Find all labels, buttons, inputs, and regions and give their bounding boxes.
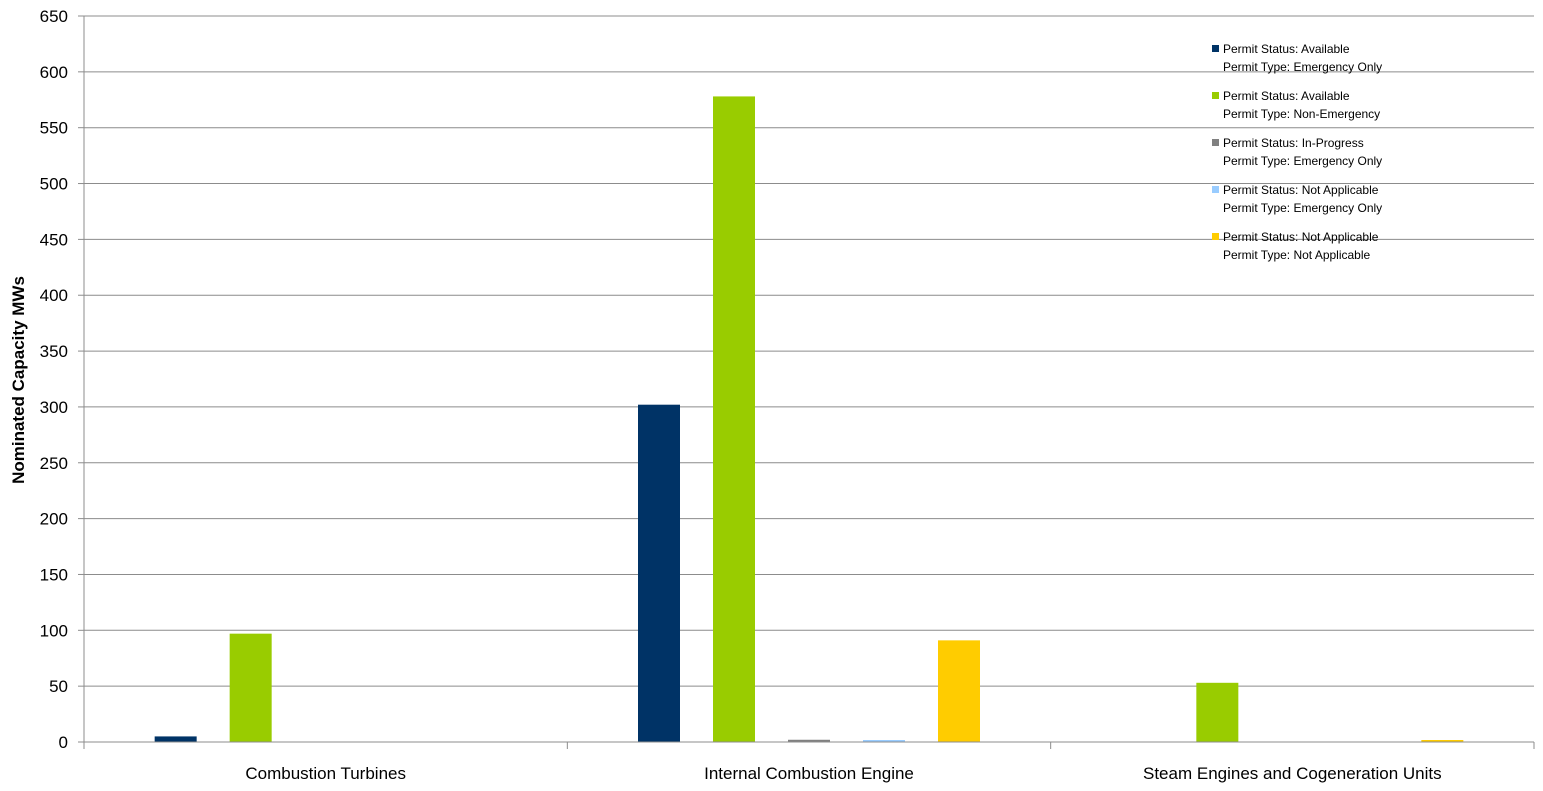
y-tick-label: 300 bbox=[40, 398, 68, 417]
y-tick-label: 200 bbox=[40, 510, 68, 529]
y-tick-label: 650 bbox=[40, 7, 68, 26]
y-tick-label: 150 bbox=[40, 565, 68, 584]
y-tick-label: 350 bbox=[40, 342, 68, 361]
y-tick-labels: 0 50 100 150 200 250 300 350 400 450 500 550 600 650 bbox=[40, 7, 68, 752]
bar bbox=[788, 739, 830, 742]
legend-entry-status: Permit Status: In-Progress bbox=[1223, 136, 1364, 150]
bar bbox=[1196, 682, 1239, 742]
y-tick-label: 250 bbox=[40, 454, 68, 473]
legend-entry-status: Permit Status: Not Applicable bbox=[1223, 183, 1379, 197]
category-label: Combustion Turbines bbox=[245, 764, 406, 783]
bars bbox=[154, 96, 1464, 743]
bar bbox=[713, 96, 755, 743]
axes bbox=[83, 16, 1535, 749]
category-labels: Combustion Turbines Internal Combustion E… bbox=[245, 764, 1441, 783]
y-tick-label: 550 bbox=[40, 119, 68, 138]
legend-entry-status: Permit Status: Available bbox=[1223, 42, 1350, 56]
bar bbox=[229, 633, 272, 742]
bar bbox=[638, 404, 680, 742]
bar bbox=[938, 640, 980, 742]
legend-swatch bbox=[1212, 139, 1219, 146]
y-tick-label: 50 bbox=[49, 677, 68, 696]
legend-entry-type: Permit Type: Not Applicable bbox=[1223, 248, 1371, 262]
legend-swatch bbox=[1212, 45, 1219, 52]
legend-entry-status: Permit Status: Available bbox=[1223, 89, 1350, 103]
legend-entry-type: Permit Type: Emergency Only bbox=[1223, 201, 1382, 215]
y-tick-label: 500 bbox=[40, 175, 68, 194]
legend: Permit Status: Available Permit Type: Eme… bbox=[1212, 42, 1382, 262]
legend-swatch bbox=[1212, 92, 1219, 99]
legend-entry-type: Permit Type: Emergency Only bbox=[1223, 154, 1382, 168]
y-tick-label: 450 bbox=[40, 230, 68, 249]
bar bbox=[1421, 740, 1464, 742]
y-tick-label: 100 bbox=[40, 621, 68, 640]
bar bbox=[863, 740, 905, 742]
legend-entry-status: Permit Status: Not Applicable bbox=[1223, 230, 1379, 244]
y-tick-label: 400 bbox=[40, 286, 68, 305]
grid-lines bbox=[78, 15, 1534, 743]
bar bbox=[154, 736, 197, 742]
legend-entry-type: Permit Type: Non-Emergency bbox=[1223, 107, 1380, 121]
y-axis-label: Nominated Capacity MWs bbox=[9, 276, 28, 484]
y-tick-label: 600 bbox=[40, 63, 68, 82]
legend-swatch bbox=[1212, 186, 1219, 193]
legend-entry-type: Permit Type: Emergency Only bbox=[1223, 60, 1382, 74]
category-label: Steam Engines and Cogeneration Units bbox=[1143, 764, 1442, 783]
legend-swatch bbox=[1212, 233, 1219, 240]
category-label: Internal Combustion Engine bbox=[704, 764, 914, 783]
y-tick-label: 0 bbox=[59, 733, 68, 752]
